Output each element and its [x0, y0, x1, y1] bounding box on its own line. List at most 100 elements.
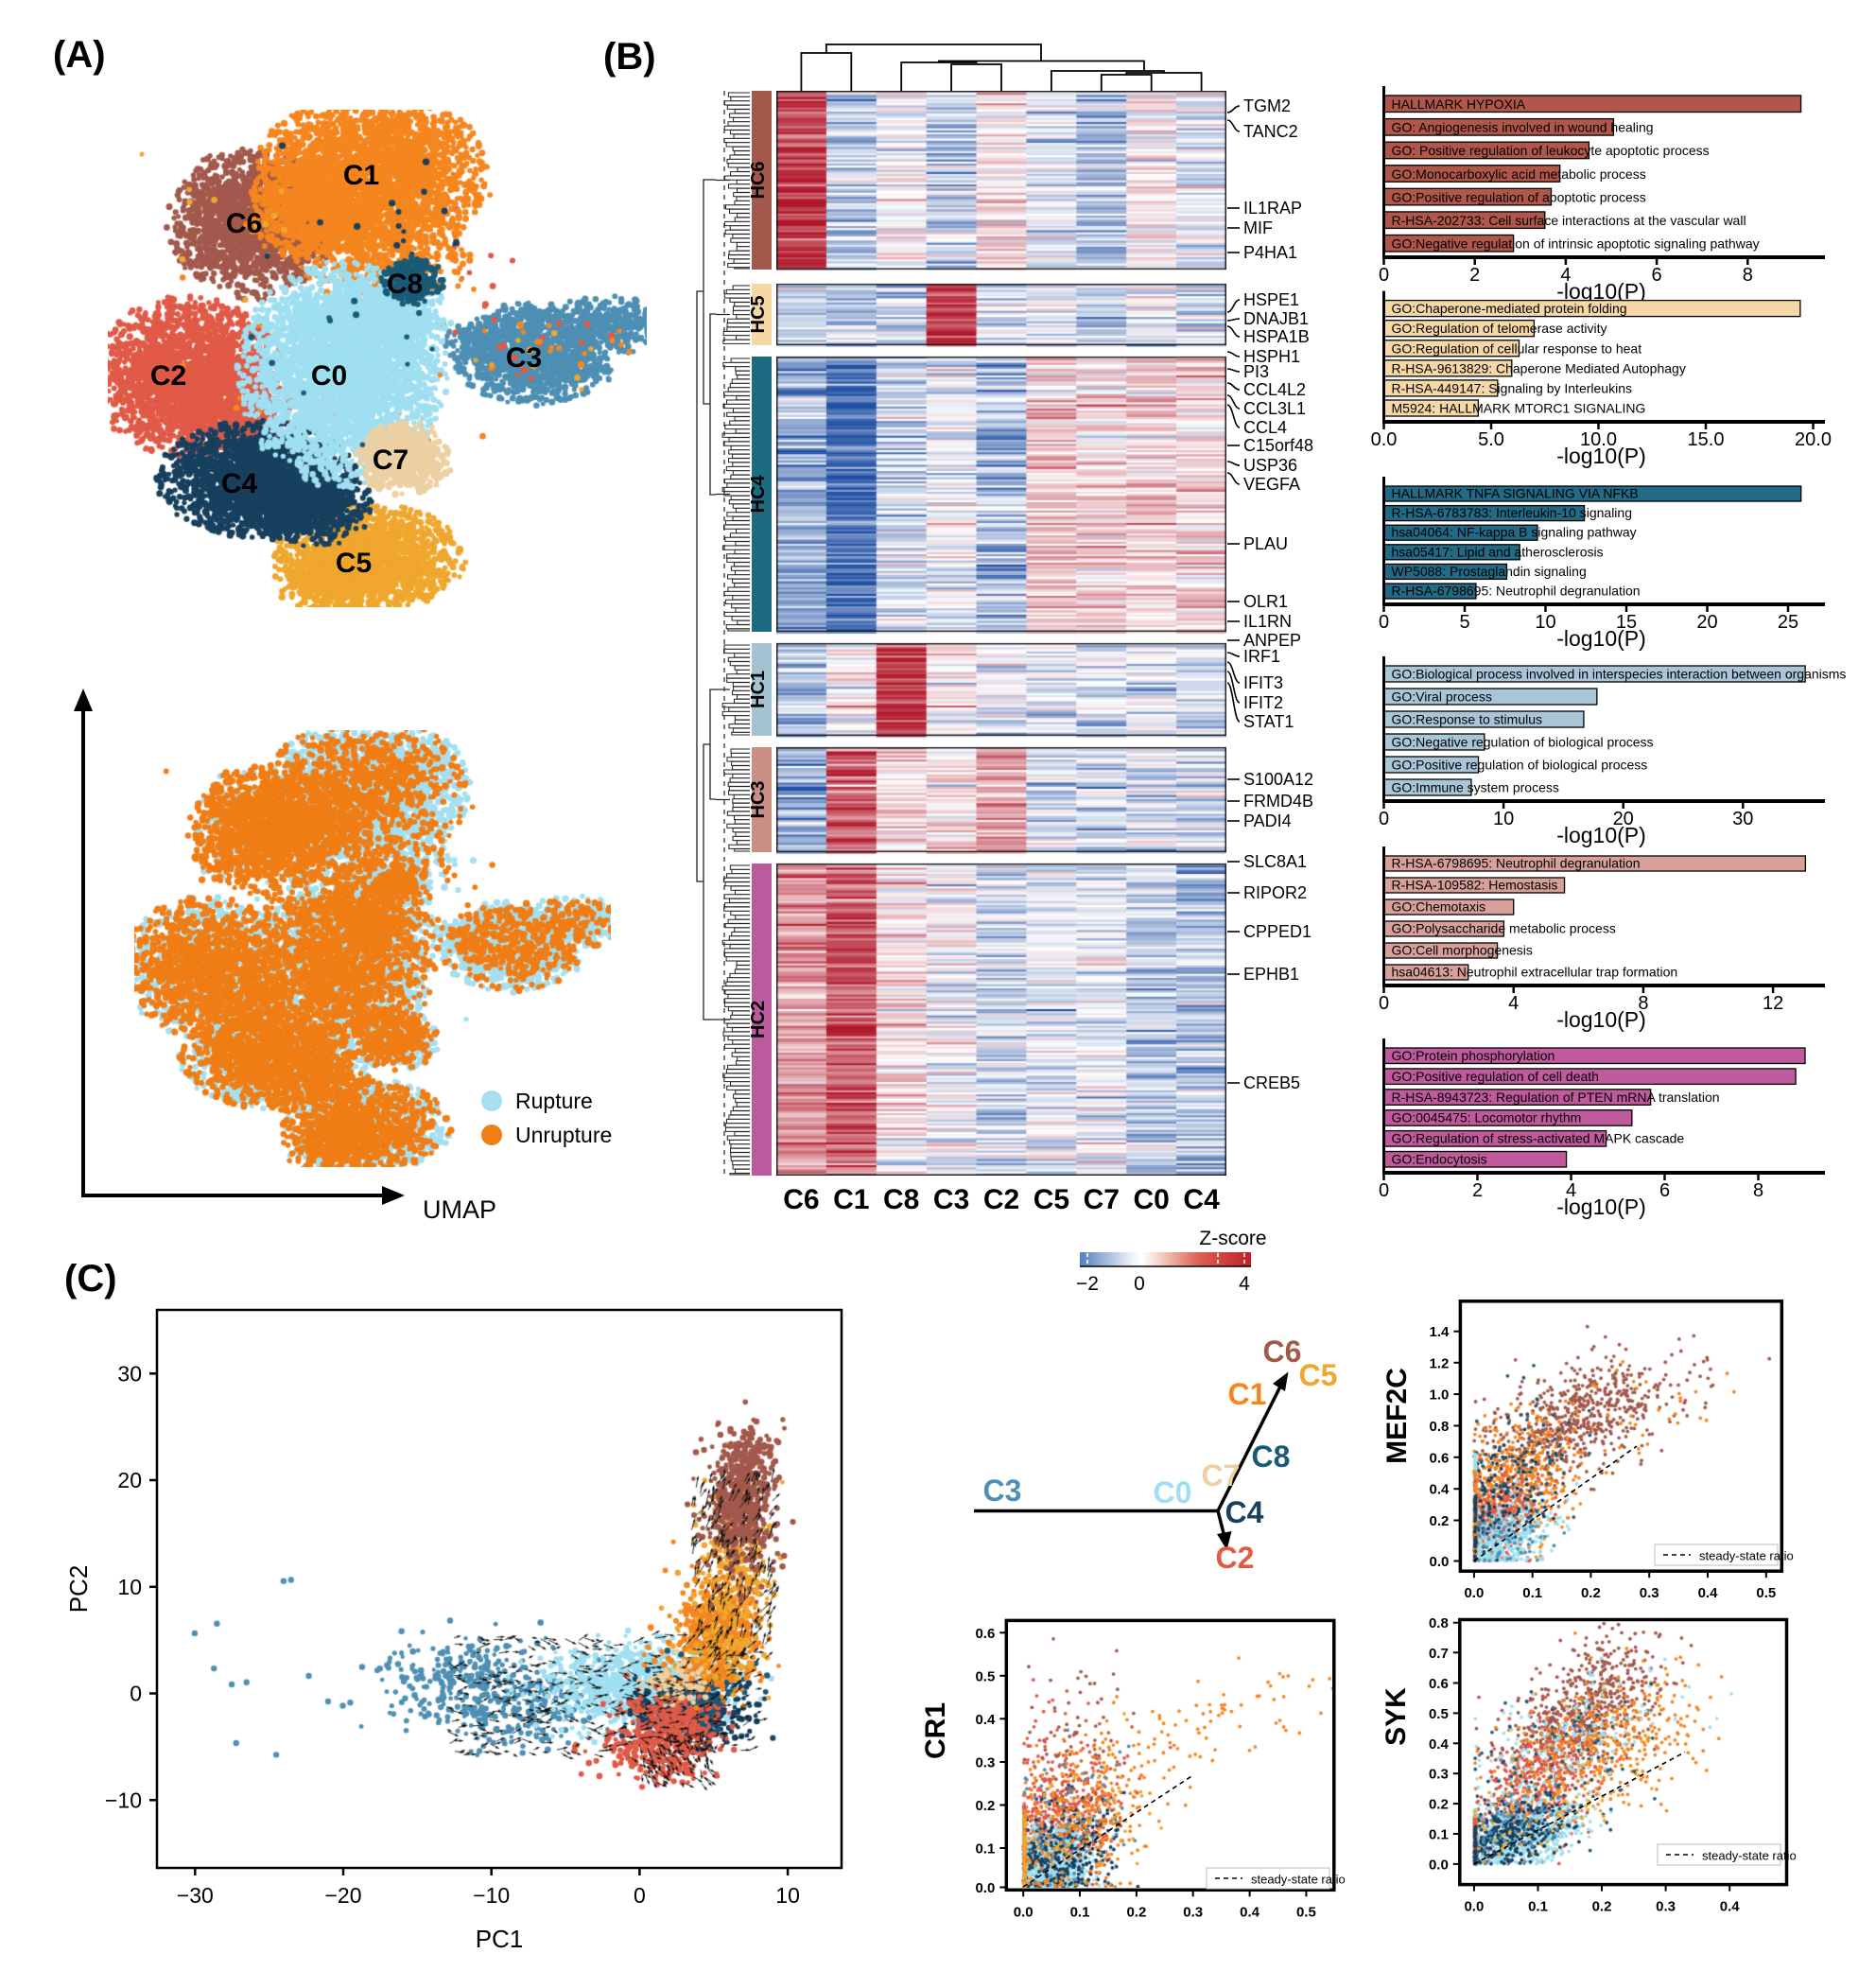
svg-text:0: 0: [1379, 265, 1389, 286]
svg-text:HC3: HC3: [748, 780, 769, 818]
svg-text:M5924: HALLMARK MTORC1 SIGNALI: M5924: HALLMARK MTORC1 SIGNALING: [1392, 401, 1646, 416]
svg-text:0.2: 0.2: [1430, 1513, 1450, 1529]
svg-text:0.8: 0.8: [1429, 1615, 1449, 1631]
svg-text:0.1: 0.1: [1429, 1827, 1449, 1843]
svg-text:C6: C6: [226, 208, 262, 239]
svg-text:WP5088: Prostaglandin signalin: WP5088: Prostaglandin signaling: [1392, 564, 1587, 579]
svg-text:0.8: 0.8: [1430, 1419, 1450, 1435]
svg-text:0: 0: [1379, 809, 1389, 829]
svg-text:R-HSA-202733: Cell surface int: R-HSA-202733: Cell surface interactions …: [1392, 213, 1746, 228]
svg-text:0.2: 0.2: [1429, 1797, 1449, 1813]
svg-text:15: 15: [1616, 612, 1637, 633]
svg-text:GO:Response to stimulus: GO:Response to stimulus: [1392, 712, 1543, 727]
svg-text:OLR1: OLR1: [1243, 592, 1288, 611]
svg-text:GO:Endocytosis: GO:Endocytosis: [1392, 1152, 1487, 1167]
svg-text:0.0: 0.0: [1014, 1904, 1034, 1920]
svg-text:C0: C0: [1154, 1475, 1192, 1509]
svg-text:PADI4: PADI4: [1243, 811, 1292, 830]
svg-text:C0: C0: [1134, 1184, 1170, 1215]
svg-text:20: 20: [117, 1468, 142, 1492]
svg-text:TANC2: TANC2: [1243, 122, 1298, 141]
svg-text:IFIT3: IFIT3: [1243, 673, 1283, 692]
svg-text:CREB5: CREB5: [1243, 1073, 1300, 1092]
svg-text:HSPE1: HSPE1: [1243, 290, 1299, 309]
svg-text:0.0: 0.0: [975, 1880, 995, 1896]
svg-text:20: 20: [1696, 612, 1717, 633]
svg-text:EPHB1: EPHB1: [1243, 965, 1299, 984]
svg-text:Z-score: Z-score: [1199, 1228, 1266, 1249]
svg-text:0.5: 0.5: [1429, 1706, 1449, 1722]
svg-text:−10: −10: [473, 1883, 510, 1908]
svg-text:-log10(P): -log10(P): [1556, 279, 1646, 304]
svg-text:0.0: 0.0: [1464, 1899, 1484, 1915]
svg-text:C7: C7: [1084, 1184, 1120, 1215]
svg-text:C0: C0: [311, 360, 347, 392]
svg-text:5: 5: [1459, 612, 1469, 633]
svg-text:0.5: 0.5: [1296, 1904, 1316, 1920]
svg-text:0: 0: [1379, 612, 1389, 633]
svg-text:0.5: 0.5: [975, 1668, 995, 1684]
svg-text:C2: C2: [1216, 1541, 1255, 1575]
svg-text:IRF1: IRF1: [1243, 647, 1280, 666]
svg-text:-log10(P): -log10(P): [1556, 823, 1646, 847]
svg-text:SYK: SYK: [1381, 1687, 1412, 1746]
svg-text:GO:Regulation of stress-activa: GO:Regulation of stress-activated MAPK c…: [1392, 1131, 1685, 1146]
svg-text:0: 0: [1379, 993, 1389, 1014]
svg-text:0.2: 0.2: [1581, 1585, 1601, 1601]
svg-text:4: 4: [1239, 1273, 1250, 1295]
svg-text:GO:Monocarboxylic acid metabol: GO:Monocarboxylic acid metabolic process: [1392, 166, 1646, 182]
svg-text:30: 30: [117, 1361, 142, 1386]
svg-text:RIPOR2: RIPOR2: [1243, 883, 1307, 902]
svg-text:0.1: 0.1: [1522, 1585, 1542, 1601]
svg-text:R-HSA-8943723: Regulation of P: R-HSA-8943723: Regulation of PTEN mRNA t…: [1392, 1090, 1720, 1105]
svg-text:CPPED1: CPPED1: [1243, 922, 1311, 941]
svg-text:CCL4L2: CCL4L2: [1243, 380, 1306, 399]
svg-text:12: 12: [1763, 993, 1783, 1014]
svg-text:C4: C4: [1225, 1495, 1264, 1529]
svg-text:steady-state ratio: steady-state ratio: [1251, 1873, 1346, 1887]
svg-text:GO: Angiogenesis involved in w: GO: Angiogenesis involved in wound heali…: [1392, 120, 1654, 135]
svg-text:C5: C5: [336, 548, 372, 579]
svg-text:HALLMARK HYPOXIA: HALLMARK HYPOXIA: [1392, 96, 1526, 112]
svg-text:0.0: 0.0: [1429, 1857, 1449, 1873]
svg-text:10: 10: [1493, 809, 1514, 829]
svg-text:steady-state ratio: steady-state ratio: [1699, 1549, 1794, 1563]
svg-text:0.2: 0.2: [1126, 1904, 1146, 1920]
svg-text:STAT1: STAT1: [1243, 712, 1294, 731]
svg-text:10: 10: [775, 1883, 800, 1908]
svg-text:GO:Protein phosphorylation: GO:Protein phosphorylation: [1392, 1048, 1555, 1063]
svg-text:GO:Positive regulation of cell: GO:Positive regulation of cell death: [1392, 1069, 1599, 1084]
svg-text:0.3: 0.3: [1183, 1904, 1203, 1920]
svg-text:0.4: 0.4: [1429, 1736, 1450, 1753]
svg-text:-log10(P): -log10(P): [1556, 626, 1646, 651]
svg-text:30: 30: [1732, 809, 1753, 829]
svg-text:8: 8: [1638, 993, 1648, 1014]
svg-text:GO:Biological process involved: GO:Biological process involved in inters…: [1392, 667, 1847, 682]
svg-text:HALLMARK TNFA SIGNALING VIA NF: HALLMARK TNFA SIGNALING VIA NFKB: [1392, 486, 1639, 501]
svg-text:UMAP: UMAP: [423, 1195, 496, 1224]
svg-text:20.0: 20.0: [1795, 429, 1832, 450]
svg-text:C15orf48: C15orf48: [1243, 436, 1313, 455]
svg-text:0.1: 0.1: [975, 1841, 995, 1858]
svg-text:SLC8A1: SLC8A1: [1243, 852, 1307, 871]
svg-text:10.0: 10.0: [1580, 429, 1617, 450]
svg-text:−30: −30: [177, 1883, 214, 1908]
svg-text:0.0: 0.0: [1371, 429, 1398, 450]
svg-text:CR1: CR1: [920, 1702, 951, 1759]
svg-text:IL1RAP: IL1RAP: [1243, 199, 1302, 218]
svg-text:R-HSA-109582: Hemostasis: R-HSA-109582: Hemostasis: [1392, 878, 1558, 893]
svg-text:IFIT2: IFIT2: [1243, 693, 1283, 712]
svg-text:-log10(P): -log10(P): [1556, 444, 1646, 468]
svg-text:2: 2: [1469, 265, 1480, 286]
svg-text:15.0: 15.0: [1688, 429, 1725, 450]
svg-text:GO:Chaperone-mediated protein: GO:Chaperone-mediated protein folding: [1392, 301, 1627, 316]
svg-text:0.4: 0.4: [1240, 1904, 1260, 1920]
svg-text:-log10(P): -log10(P): [1556, 1195, 1646, 1219]
svg-text:5.0: 5.0: [1478, 429, 1504, 450]
svg-text:S100A12: S100A12: [1243, 770, 1313, 789]
svg-text:0: 0: [130, 1682, 142, 1706]
svg-text:C6: C6: [1263, 1334, 1302, 1369]
svg-text:Unrupture: Unrupture: [515, 1123, 612, 1147]
svg-text:C2: C2: [983, 1184, 1019, 1215]
svg-text:GO:Positive regulation of apop: GO:Positive regulation of apoptotic proc…: [1392, 189, 1646, 204]
